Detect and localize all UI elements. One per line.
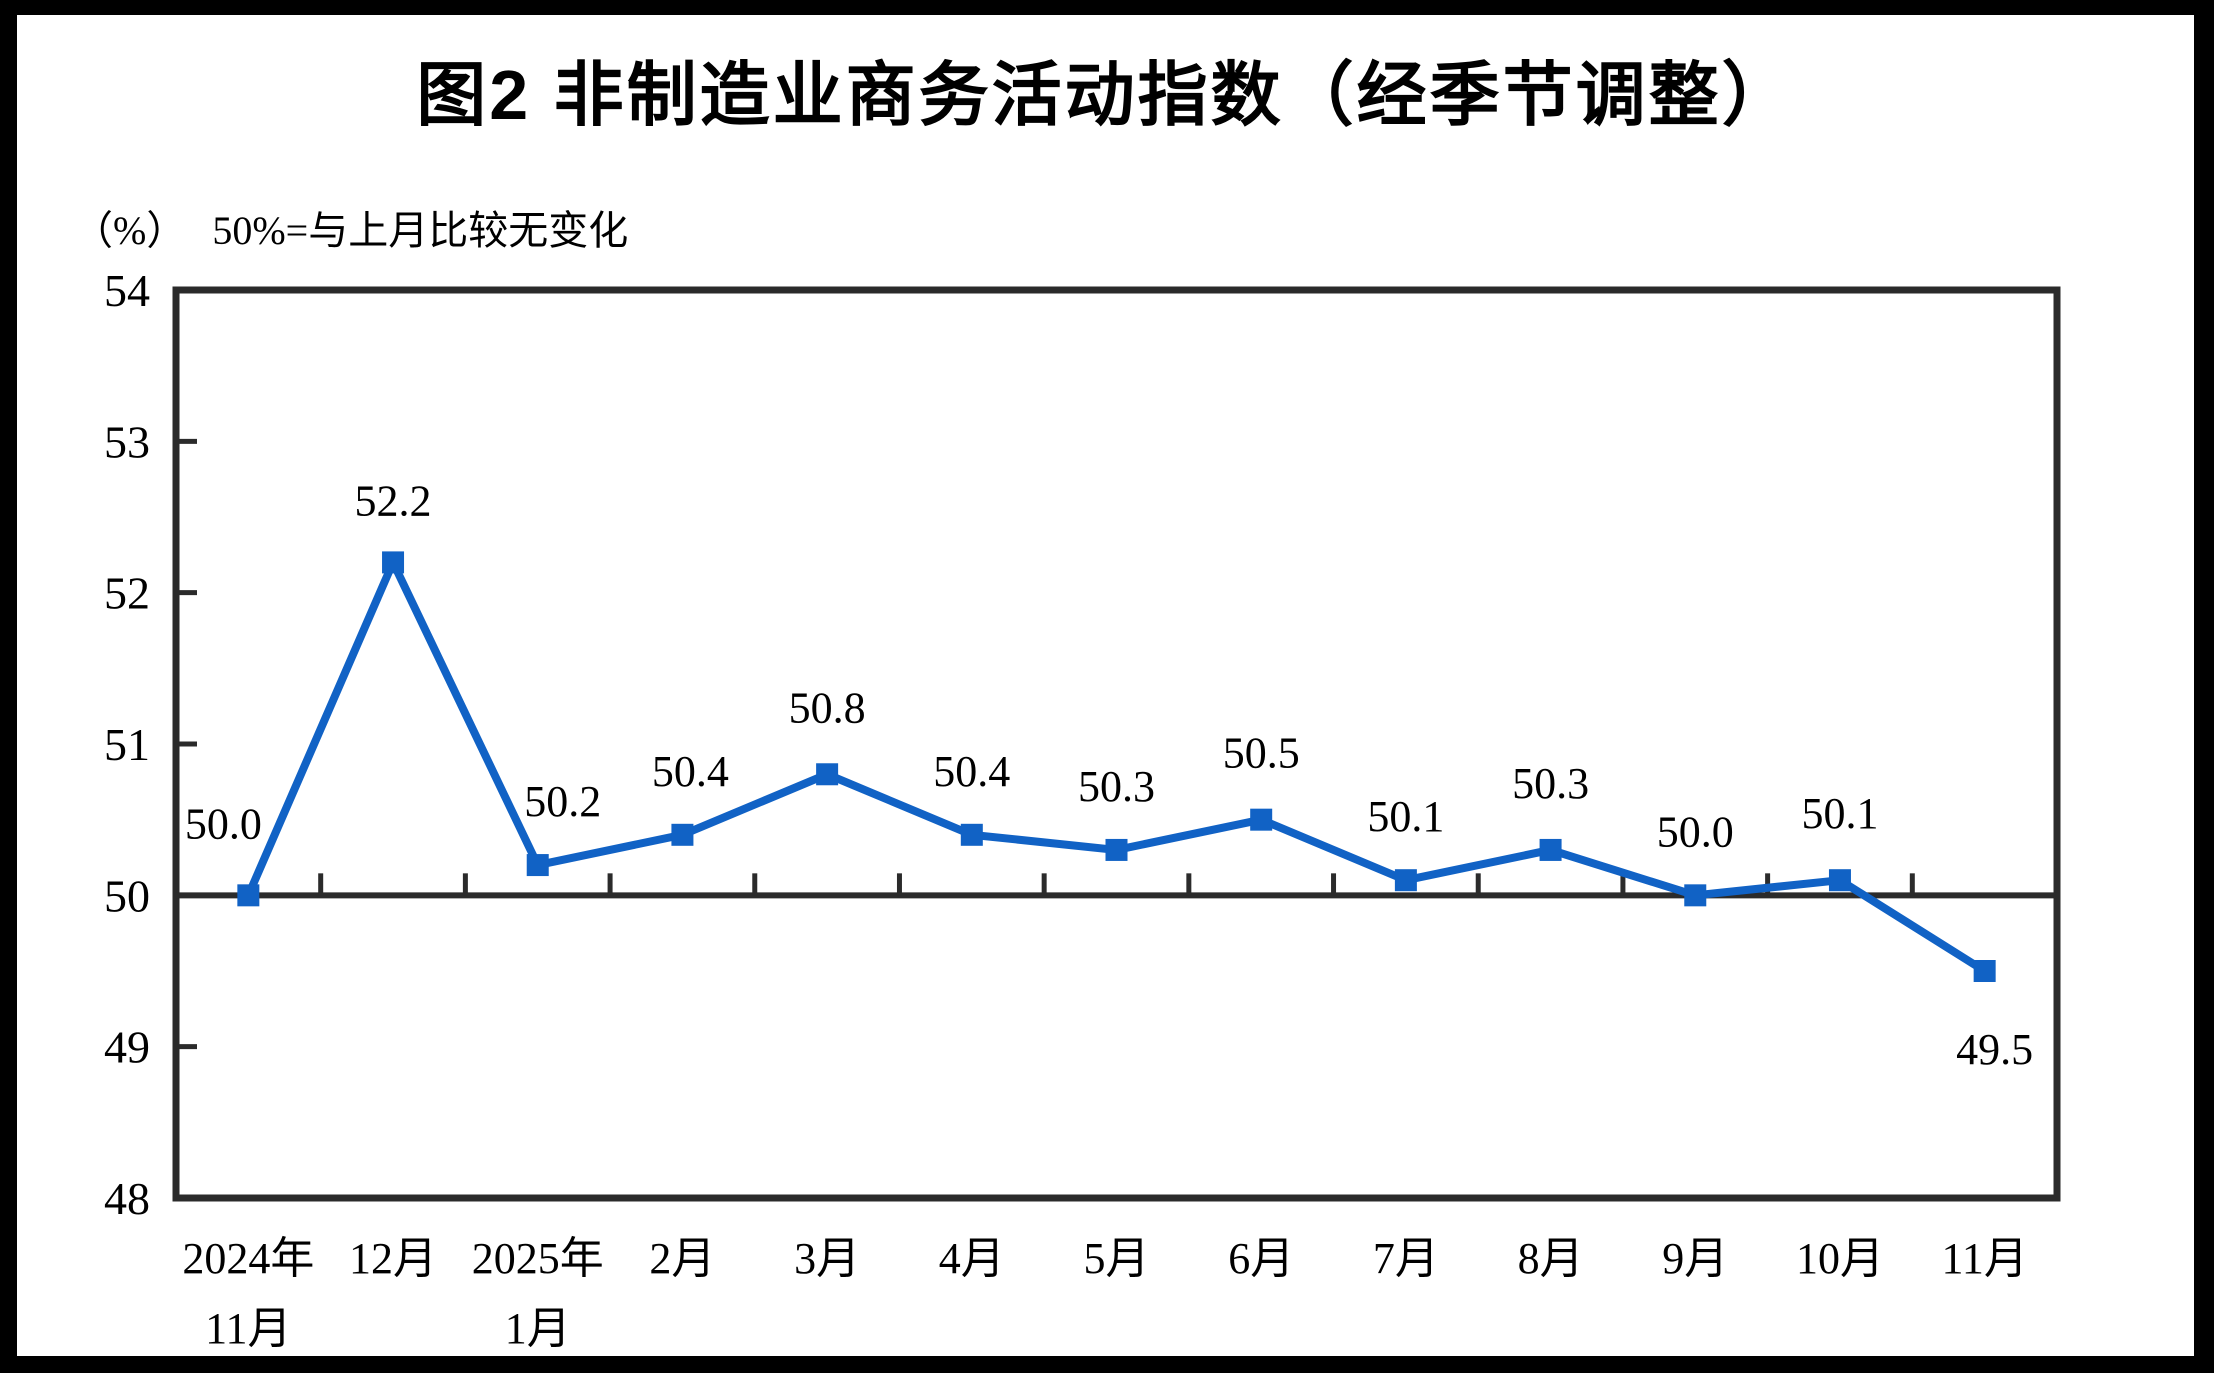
- data-label: 50.1: [1367, 792, 1444, 841]
- data-label: 50.1: [1801, 789, 1878, 838]
- reference-note: 50%=与上月比较无变化: [212, 208, 629, 253]
- data-label: 50.3: [1512, 759, 1589, 808]
- y-axis-label: 48: [104, 1173, 150, 1224]
- data-point-marker: [960, 823, 983, 846]
- x-axis-label: 2025年 1月: [472, 1234, 604, 1353]
- data-point-marker: [816, 763, 839, 786]
- nonmanufacturing-pmi-line-chart: 48 49 50 51 52 53 54 2024年 11月 12月 2025年 1月 2月 3月 4月 5月…: [104, 265, 2061, 1353]
- data-label: 50.3: [1078, 762, 1155, 811]
- x-axis-label: 4月: [939, 1234, 1005, 1283]
- x-axis-label: 7月: [1373, 1234, 1439, 1283]
- x-axis-label: 12月: [349, 1234, 437, 1283]
- data-label: 49.5: [1956, 1025, 2033, 1074]
- x-axis-label: 5月: [1084, 1234, 1150, 1283]
- data-label: 52.2: [355, 476, 432, 525]
- chart-canvas: 图2 非制造业商务活动指数（经季节调整） （%） 50%=与上月比较无变化 48 4…: [17, 15, 2194, 1356]
- data-label: 50.8: [789, 683, 866, 732]
- data-label: 50.0: [185, 799, 262, 848]
- x-axis-label: 3月: [794, 1234, 860, 1283]
- data-point-marker: [671, 823, 694, 846]
- x-axis-label: 6月: [1228, 1234, 1294, 1283]
- data-point-marker: [1828, 869, 1851, 892]
- data-label: 50.2: [524, 777, 601, 826]
- data-label: 50.5: [1223, 729, 1300, 778]
- y-axis-label: 51: [104, 719, 150, 770]
- data-point-marker: [1250, 808, 1273, 831]
- chart-title: 图2 非制造业商务活动指数（经季节调整）: [416, 56, 1795, 134]
- y-axis-label: 53: [104, 416, 150, 467]
- y-axis-label: 49: [104, 1022, 150, 1073]
- data-point-marker: [1684, 884, 1707, 907]
- data-label: 50.4: [933, 747, 1010, 796]
- data-point-marker: [382, 551, 405, 574]
- x-axis-label: 2月: [649, 1234, 715, 1283]
- axis-unit-note: （%） 50%=与上月比较无变化: [73, 198, 628, 256]
- data-point-marker: [237, 884, 260, 907]
- x-axis-label: 10月: [1796, 1234, 1884, 1283]
- plot-border: [172, 286, 2061, 1202]
- x-axis-label: 2024年 11月: [182, 1234, 314, 1353]
- y-axis-label: 54: [104, 265, 150, 316]
- data-label: 50.4: [652, 747, 729, 796]
- x-axis-label: 8月: [1518, 1234, 1584, 1283]
- data-point-marker: [526, 854, 549, 877]
- y-axis-label: 50: [104, 870, 150, 921]
- x-axis-label: 11月: [1941, 1234, 2027, 1283]
- y-axis-unit-label: （%）: [73, 208, 187, 253]
- data-label: 50.0: [1657, 807, 1734, 856]
- y-axis-label: 52: [104, 568, 150, 619]
- data-point-marker: [1105, 838, 1128, 861]
- data-point-marker: [1539, 838, 1562, 861]
- data-point-marker: [1973, 960, 1996, 982]
- data-point-marker: [1394, 869, 1417, 892]
- x-axis-label: 9月: [1662, 1234, 1728, 1283]
